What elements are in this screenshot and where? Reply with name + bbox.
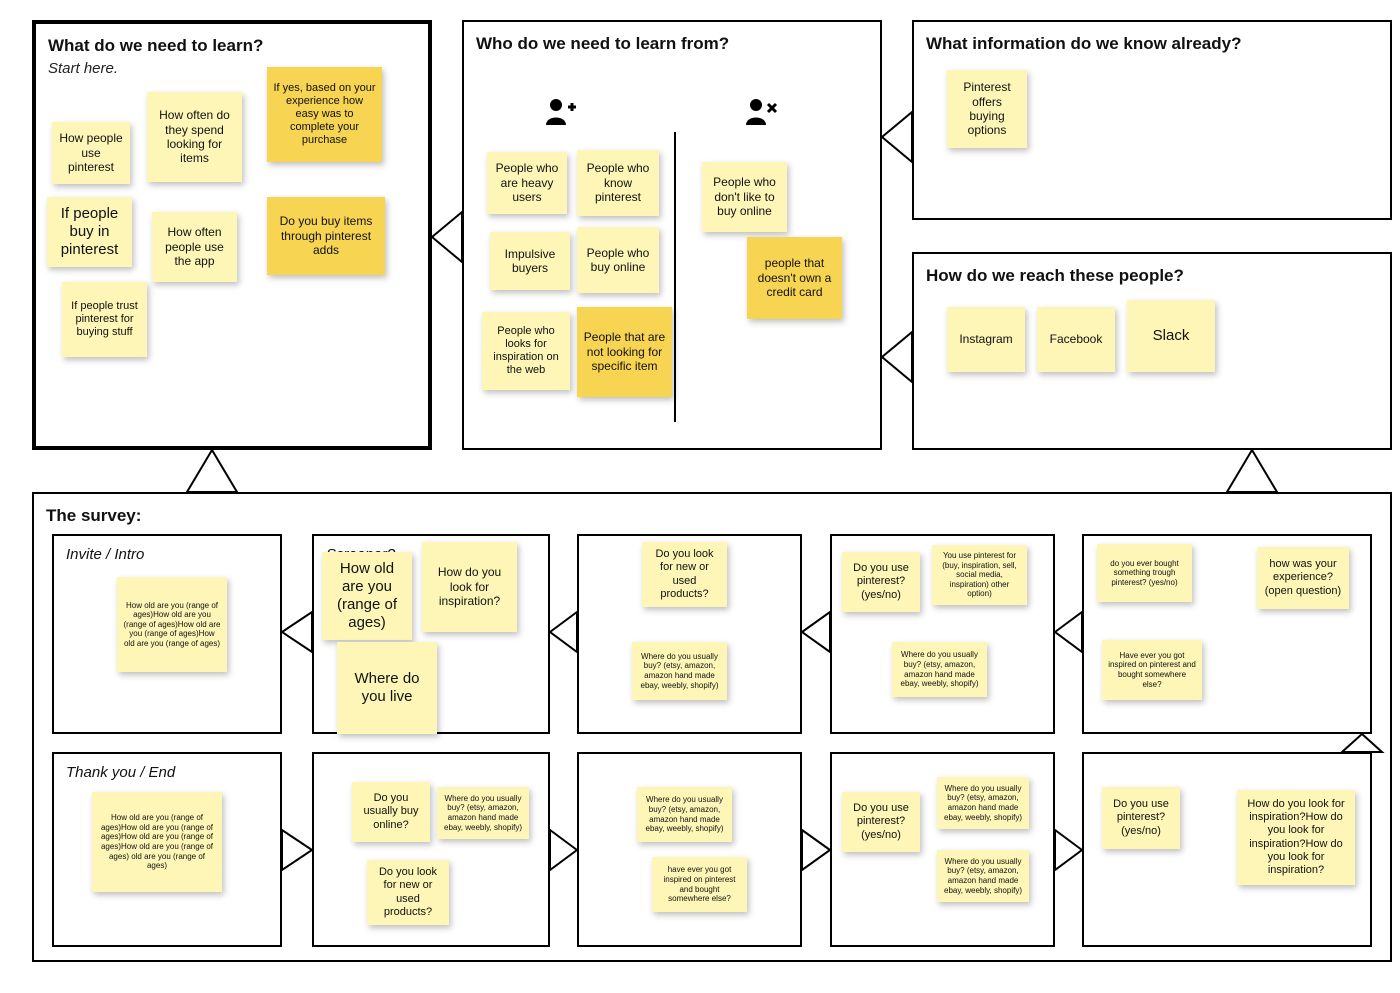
panel-learn-title: What do we need to learn? (48, 36, 416, 56)
learn-note: If people trust pinterest for buying stu… (62, 282, 147, 357)
learn-note: How people use pinterest (52, 122, 130, 184)
who-left-note: People who know pinterest (577, 150, 659, 216)
survey-note: Where do you usually buy? (etsy, amazon,… (437, 787, 529, 839)
known-note: Pinterest offers buying options (947, 70, 1027, 148)
who-left-note: People who looks for inspiration on the … (482, 312, 570, 390)
survey-note: Do you use pinterest? (yes/no) (842, 792, 920, 852)
who-left-note: People that are not looking for specific… (577, 307, 672, 397)
reach-note: Facebook (1037, 307, 1115, 372)
survey-note: Do you look for new or used products? (642, 542, 727, 607)
survey-note: How old are you (range of ages)How old a… (117, 577, 227, 672)
panel-who-title: Who do we need to learn from? (476, 34, 868, 54)
panel-survey-title: The survey: (46, 506, 1378, 526)
survey-note: How old are you (range of ages)How old a… (92, 792, 222, 892)
who-left-note: People who are heavy users (487, 152, 567, 214)
user-plus-icon (544, 97, 578, 131)
survey-note: Do you usually buy online? (352, 782, 430, 842)
learn-note: How often people use the app (152, 212, 237, 282)
survey-subpanel (577, 752, 802, 947)
panel-known-title: What information do we know already? (926, 34, 1378, 54)
reach-note: Slack (1127, 300, 1215, 372)
survey-note: How do you look for inspiration?How do y… (1237, 790, 1355, 885)
reach-note: Instagram (947, 307, 1025, 372)
survey-note: Do you look for new or used products? (367, 860, 449, 925)
survey-subpanel-title: Thank you / End (66, 764, 268, 781)
panel-reach-title: How do we reach these people? (926, 266, 1378, 286)
who-left-note: People who buy online (577, 227, 659, 293)
survey-note: Do you use pinterest? (yes/no) (1102, 787, 1180, 849)
who-left-note: Impulsive buyers (490, 232, 570, 290)
learn-note: If yes, based on your experience how eas… (267, 67, 382, 162)
survey-note: Where do you usually buy? (etsy, amazon,… (937, 850, 1029, 902)
learn-note: How often do they spend looking for item… (147, 92, 242, 182)
survey-note: You use pinterest for (buy, inspiration,… (932, 545, 1027, 605)
survey-note: have ever you got inspired on pinterest … (652, 857, 747, 912)
survey-note: Where do you live (337, 642, 437, 734)
survey-note: Where do you usually buy? (etsy, amazon,… (637, 787, 732, 842)
who-right-note: People who don't like to buy online (702, 162, 787, 232)
who-divider (674, 132, 676, 422)
survey-note: Do you use pinterest? (yes/no) (842, 552, 920, 612)
survey-subpanel-title: Invite / Intro (66, 546, 268, 563)
survey-note: how was your experience? (open question) (1257, 547, 1349, 609)
survey-note: How old are you (range of ages) (322, 552, 412, 640)
survey-note: Have ever you got inspired on pinterest … (1102, 640, 1202, 700)
survey-note: How do you look for inspiration? (422, 542, 517, 632)
survey-note: do you ever bought something trough pint… (1097, 544, 1192, 602)
learn-note: If people buy in pinterest (47, 197, 132, 267)
survey-note: Where do you usually buy? (etsy, amazon,… (892, 642, 987, 697)
survey-note: Where do you usually buy? (etsy, amazon,… (937, 777, 1029, 829)
survey-note: Where do you usually buy? (etsy, amazon,… (632, 642, 727, 700)
who-right-note: people that doesn't own a credit card (747, 237, 842, 319)
learn-note: Do you buy items through pinterest adds (267, 197, 385, 275)
user-x-icon (744, 97, 778, 131)
